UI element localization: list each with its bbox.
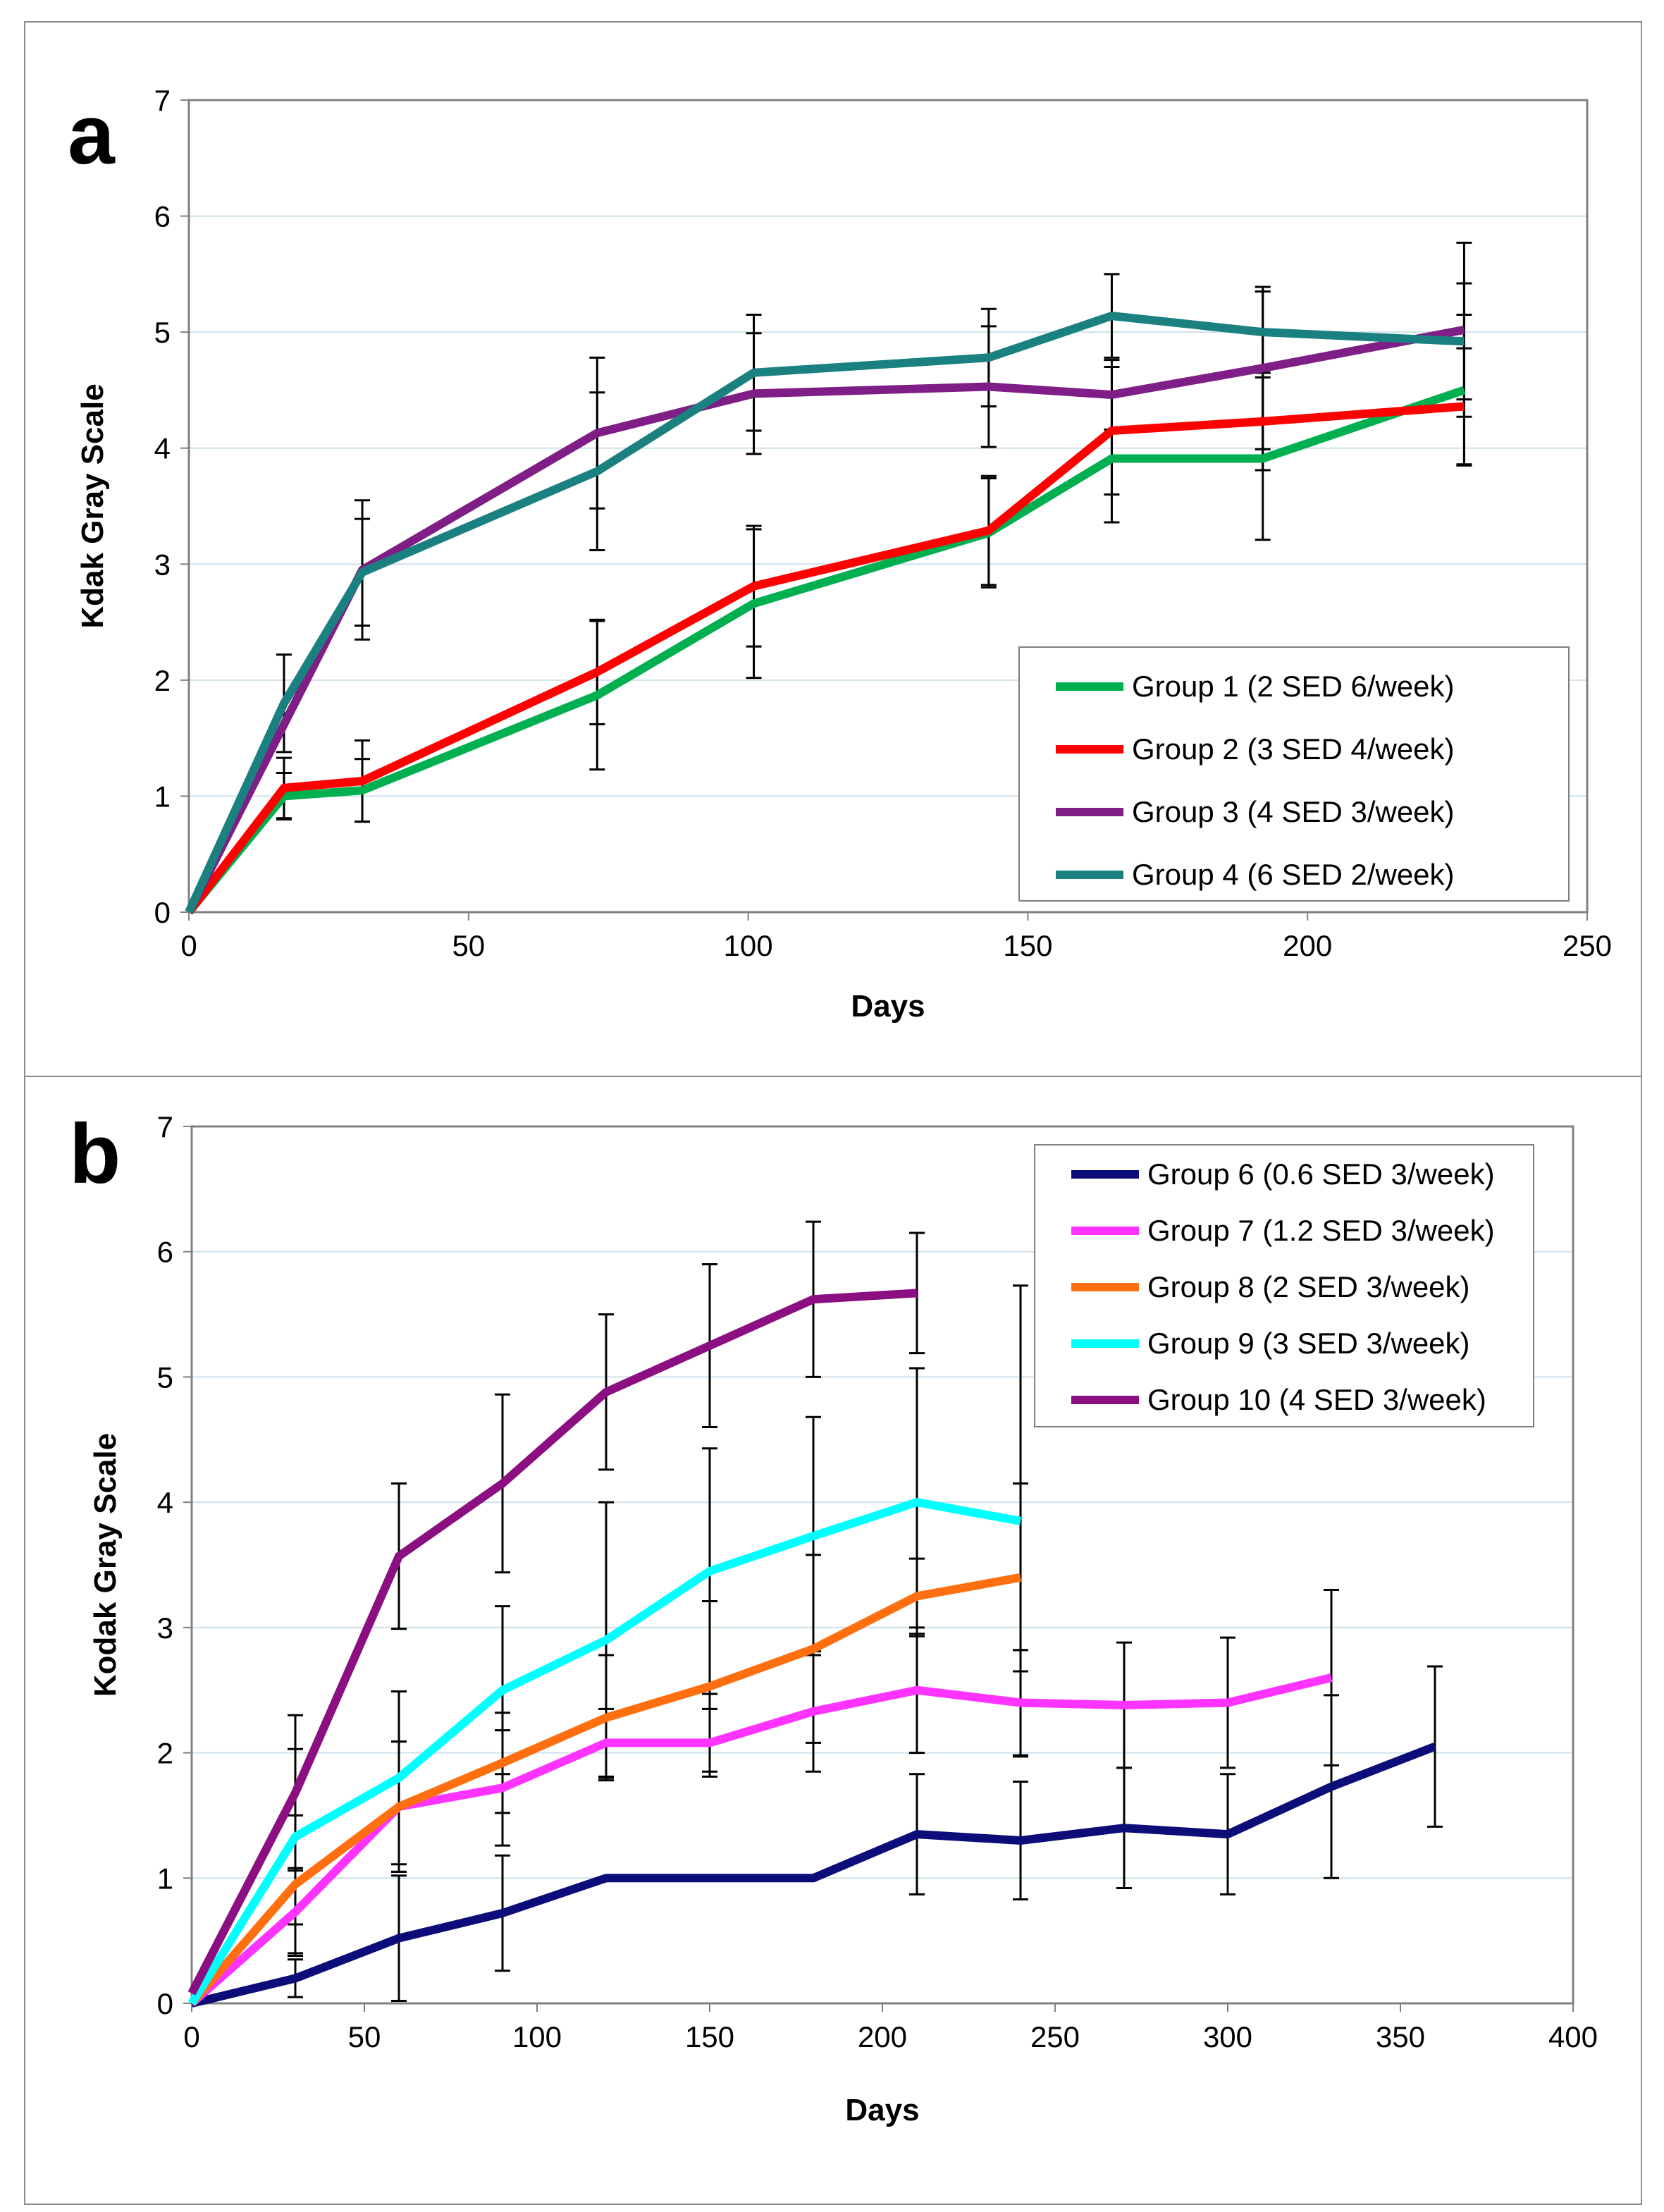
x-tick-label: 50: [348, 2020, 381, 2053]
series-line: [187, 1289, 918, 1996]
panel-label: b: [69, 1107, 121, 1201]
x-tick-label: 350: [1376, 2020, 1425, 2053]
plot-area: [190, 1125, 1574, 2005]
legend-entry: Group 8 (2 SED 3/week): [1147, 1270, 1470, 1303]
x-tick-label: 250: [1563, 929, 1612, 962]
x-tick-label: 200: [858, 2020, 907, 2053]
x-tick-label: 50: [452, 929, 485, 962]
y-tick-label: 2: [157, 1737, 173, 1770]
x-tick-label: 150: [685, 2020, 734, 2053]
chart-b: b 0 1 2 3 4 5 6 7 0 50 100 150 200 250 300 350 400 Days Kod…: [69, 1107, 1598, 2127]
x-tick-label: 150: [1003, 929, 1052, 962]
x-tick-label: 100: [724, 929, 773, 962]
legend-entry: Group 2 (3 SED 4/week): [1132, 732, 1455, 766]
y-tick-label: 5: [157, 1360, 173, 1394]
series-line: [187, 1498, 1022, 2006]
y-tick-label: 2: [154, 664, 171, 697]
y-tick-label: 1: [157, 1862, 173, 1895]
series-line: [185, 402, 1465, 915]
series-line: [188, 1573, 1022, 2006]
y-tick-label: 5: [154, 316, 171, 349]
x-tick-label: 0: [183, 2020, 199, 2053]
y-axis-title: Kodak Gray Scale: [88, 1433, 123, 1697]
legend: Group 6 (0.6 SED 3/week) Group 7 (1.2 SED…: [1034, 1144, 1534, 1427]
y-tick-label: 4: [157, 1486, 173, 1519]
y-tick-label: 1: [154, 780, 171, 813]
x-axis-title: Days: [845, 2093, 919, 2127]
x-tick-label: 0: [180, 929, 197, 962]
panel-b: b 0 1 2 3 4 5 6 7 0 50 100 150 200 250 300 350 400 Days Kod…: [24, 1076, 1642, 2205]
panel-label: a: [68, 87, 116, 182]
legend-entry: Group 3 (4 SED 3/week): [1132, 795, 1455, 828]
series-line: [185, 326, 1465, 914]
y-tick-label: 4: [154, 432, 171, 465]
y-tick-label: 0: [157, 1987, 173, 2020]
x-tick-label: 400: [1548, 2020, 1598, 2053]
legend-entry: Group 1 (2 SED 6/week): [1132, 670, 1455, 703]
x-axis-title: Days: [851, 989, 925, 1024]
legend-entry: Group 9 (3 SED 3/week): [1147, 1327, 1470, 1360]
y-axis-title: Kdak Gray Scale: [75, 383, 110, 628]
series-1: [288, 1665, 1443, 2002]
panel-a: a 0 1 2 3 4 5 6 7 0 50 100 150 200 250 Days Kdak Gray Sc…: [24, 21, 1642, 1079]
series-line: [185, 312, 1465, 914]
y-tick-label: 0: [154, 896, 171, 929]
x-tick-label: 250: [1030, 2020, 1080, 2053]
x-tick-label: 300: [1203, 2020, 1252, 2053]
x-tick-label: 100: [512, 2020, 562, 2053]
legend-entry: Group 7 (1.2 SED 3/week): [1147, 1214, 1495, 1247]
legend-entry: Group 6 (0.6 SED 3/week): [1147, 1157, 1495, 1191]
chart-a: a 0 1 2 3 4 5 6 7 0 50 100 150 200 250 Days Kdak Gray Sc…: [68, 84, 1612, 1024]
legend: Group 1 (2 SED 6/week) Group 2 (3 SED 4/w…: [1018, 646, 1570, 902]
y-tick-label: 6: [154, 200, 171, 233]
y-tick-label: 7: [157, 1110, 173, 1143]
y-tick-label: 6: [157, 1236, 173, 1269]
plot-area: [187, 99, 1589, 914]
y-tick-label: 7: [154, 84, 171, 117]
y-tick-label: 3: [154, 548, 171, 581]
legend-entry: Group 10 (4 SED 3/week): [1147, 1383, 1486, 1416]
series-line: [185, 386, 1466, 915]
y-tick-label: 3: [157, 1611, 173, 1645]
legend-entry: Group 4 (6 SED 2/week): [1132, 858, 1455, 891]
x-tick-label: 200: [1283, 929, 1332, 962]
series-line: [190, 1743, 1437, 2008]
